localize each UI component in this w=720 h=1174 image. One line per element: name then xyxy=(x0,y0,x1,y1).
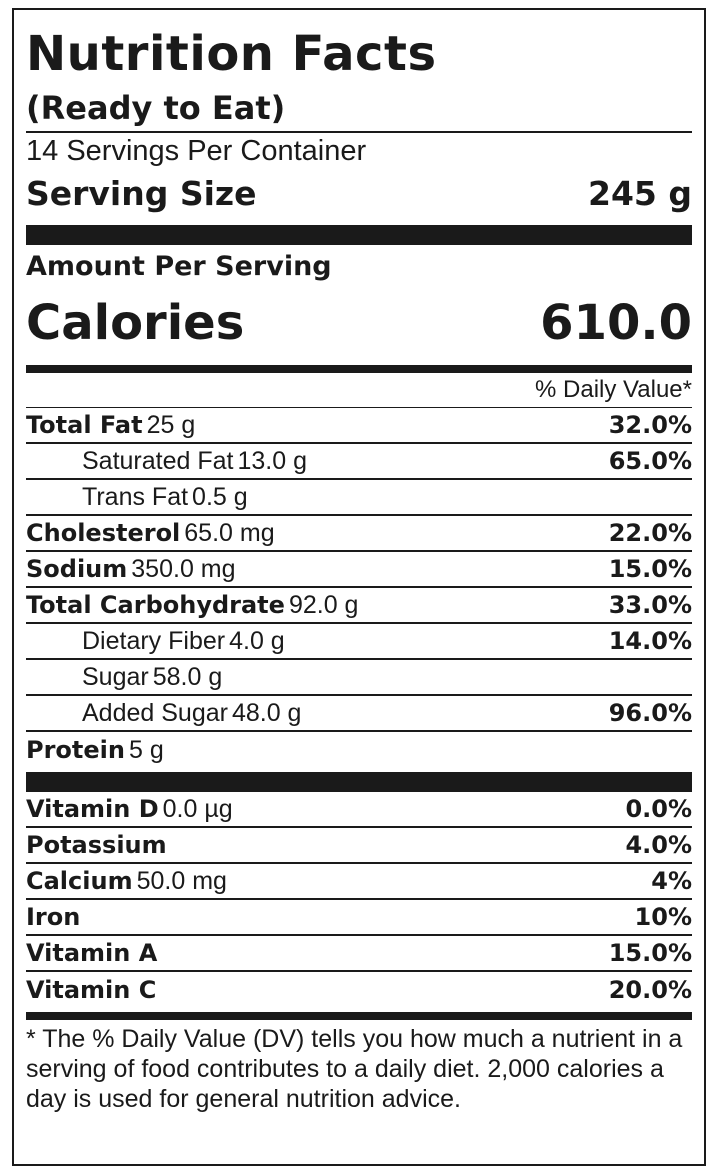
calories-label: Calories xyxy=(26,295,245,351)
vitamin-dv: 4% xyxy=(651,867,692,895)
servings-per-container: 14 Servings Per Container xyxy=(26,135,367,167)
nutrient-amount: 25 g xyxy=(146,410,196,439)
nutrient-row-sugar: Sugar 58.0 g xyxy=(26,660,692,696)
vitamin-amount: 0.0 µg xyxy=(162,794,233,823)
nutrient-dv: 32.0% xyxy=(608,411,692,439)
daily-value-header: % Daily Value* xyxy=(26,373,692,408)
vitamin-row-calcium: Calcium 50.0 mg 4% xyxy=(26,864,692,900)
vitamin-row-vitamin-c: Vitamin C 20.0% xyxy=(26,972,692,1008)
nutrient-row-total-fat: Total Fat 25 g 32.0% xyxy=(26,408,692,444)
vitamin-name: Vitamin C xyxy=(26,975,157,1004)
nutrient-name: Total Fat xyxy=(26,410,143,439)
vitamin-row-iron: Iron 10% xyxy=(26,900,692,936)
nutrient-name: Trans Fat xyxy=(82,482,189,511)
calories-row: Calories 610.0 xyxy=(26,291,692,355)
nutrient-row-saturated-fat: Saturated Fat 13.0 g 65.0% xyxy=(26,444,692,480)
nutrient-amount: 5 g xyxy=(128,735,164,764)
nutrient-amount: 58.0 g xyxy=(152,662,223,691)
vitamin-row-vitamin-a: Vitamin A 15.0% xyxy=(26,936,692,972)
nutrient-dv: 15.0% xyxy=(608,555,692,583)
nutrient-name: Saturated Fat xyxy=(82,446,234,475)
nutrient-row-added-sugar: Added Sugar 48.0 g 96.0% xyxy=(26,696,692,732)
label-title: Nutrition Facts xyxy=(26,26,437,82)
nutrient-dv: 22.0% xyxy=(608,519,692,547)
nutrient-amount: 65.0 mg xyxy=(184,518,275,547)
serving-size-row: Serving Size 245 g xyxy=(26,169,692,219)
vitamin-name: Calcium xyxy=(26,866,133,895)
medium-divider xyxy=(26,365,692,373)
nutrient-row-cholesterol: Cholesterol 65.0 mg 22.0% xyxy=(26,516,692,552)
nutrient-name: Sodium xyxy=(26,554,128,583)
serving-size-label: Serving Size xyxy=(26,174,257,213)
nutrient-row-total-carbohydrate: Total Carbohydrate 92.0 g 33.0% xyxy=(26,588,692,624)
nutrition-label: Nutrition Facts (Ready to Eat) 14 Servin… xyxy=(12,8,706,1166)
nutrient-amount: 48.0 g xyxy=(231,698,302,727)
vitamin-name: Iron xyxy=(26,902,81,931)
vitamin-amount: 50.0 mg xyxy=(136,866,227,895)
footnote-divider xyxy=(26,1012,692,1020)
vitamin-dv: 4.0% xyxy=(625,831,692,859)
vitamin-dv: 0.0% xyxy=(625,795,692,823)
thick-divider xyxy=(26,225,692,245)
vitamin-name: Vitamin A xyxy=(26,938,158,967)
nutrient-row-protein: Protein 5 g xyxy=(26,732,692,768)
nutrient-amount: 4.0 g xyxy=(229,626,285,655)
vitamin-name: Vitamin D xyxy=(26,794,159,823)
thick-divider-vitamins xyxy=(26,772,692,792)
nutrient-row-dietary-fiber: Dietary Fiber 4.0 g 14.0% xyxy=(26,624,692,660)
vitamin-dv: 15.0% xyxy=(608,939,692,967)
vitamin-dv: 10% xyxy=(634,903,692,931)
vitamin-dv: 20.0% xyxy=(608,976,692,1004)
nutrient-dv: 14.0% xyxy=(608,627,692,655)
nutrient-amount: 13.0 g xyxy=(237,446,307,475)
label-subtitle: (Ready to Eat) xyxy=(26,86,692,133)
nutrient-amount: 350.0 mg xyxy=(131,554,236,583)
calories-value: 610.0 xyxy=(540,295,692,351)
nutrient-row-sodium: Sodium 350.0 mg 15.0% xyxy=(26,552,692,588)
nutrient-dv: 33.0% xyxy=(608,591,692,619)
nutrient-row-trans-fat: Trans Fat 0.5 g xyxy=(26,480,692,516)
nutrient-name: Protein xyxy=(26,735,125,764)
vitamin-name: Potassium xyxy=(26,830,167,859)
nutrient-name: Sugar xyxy=(82,662,149,691)
nutrient-name: Dietary Fiber xyxy=(82,626,226,655)
nutrient-amount: 0.5 g xyxy=(192,482,248,511)
vitamin-row-potassium: Potassium 4.0% xyxy=(26,828,692,864)
footnote: * The % Daily Value (DV) tells you how m… xyxy=(26,1025,683,1113)
nutrient-dv: 65.0% xyxy=(608,447,692,475)
nutrient-dv: 96.0% xyxy=(608,699,692,727)
nutrient-name: Cholesterol xyxy=(26,518,181,547)
vitamin-row-vitamin-d: Vitamin D 0.0 µg 0.0% xyxy=(26,792,692,828)
serving-size-value: 245 g xyxy=(588,174,692,213)
amount-per-serving: Amount Per Serving xyxy=(26,251,332,282)
nutrient-name: Added Sugar xyxy=(82,698,228,727)
nutrient-name: Total Carbohydrate xyxy=(26,590,285,619)
nutrient-amount: 92.0 g xyxy=(288,590,359,619)
